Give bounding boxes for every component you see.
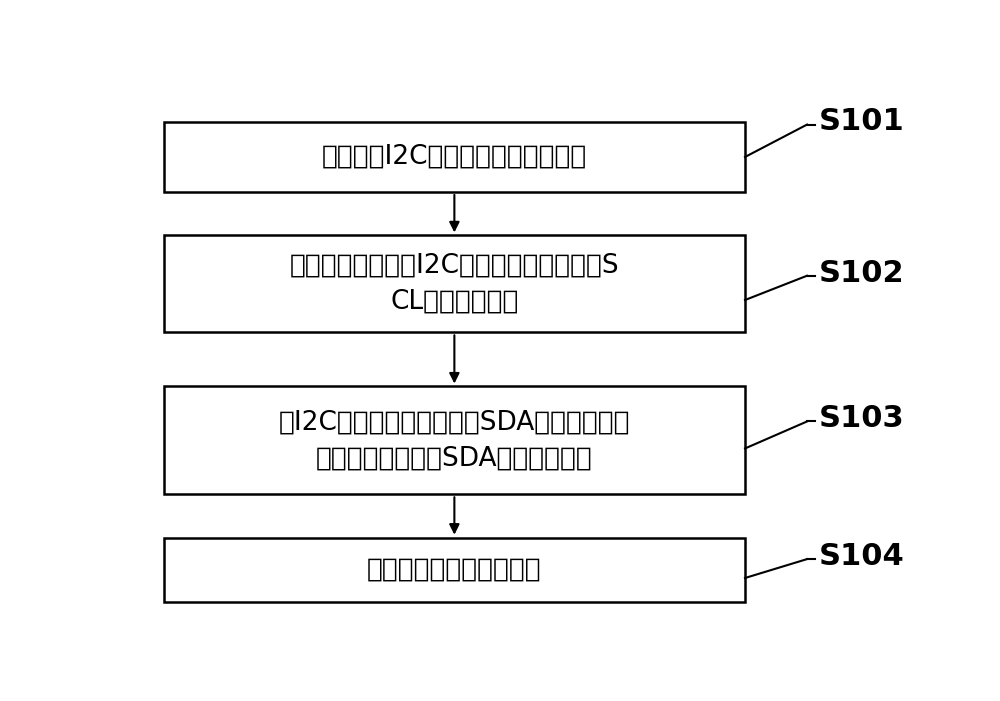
Text: S104: S104: [819, 542, 904, 571]
Text: S102: S102: [819, 259, 904, 287]
Text: S101: S101: [819, 107, 904, 137]
Bar: [164, 122, 745, 192]
Text: 根据测试设定调整I2C总线验证环境输出的S
CL信号的占空比: 根据测试设定调整I2C总线验证环境输出的S CL信号的占空比: [290, 253, 619, 315]
Text: 对比时序差与时序参数表: 对比时序差与时序参数表: [367, 557, 542, 583]
Bar: [164, 386, 745, 494]
Bar: [164, 538, 745, 602]
Text: 导入符合I2C总线规范的时序参数表: 导入符合I2C总线规范的时序参数表: [322, 144, 587, 170]
Text: 为I2C总线验证环境输出的SDA信号增加时序
，检测待测案例中SDA信号的时序差: 为I2C总线验证环境输出的SDA信号增加时序 ，检测待测案例中SDA信号的时序差: [279, 409, 630, 471]
Text: S103: S103: [819, 404, 904, 433]
Bar: [164, 236, 745, 332]
